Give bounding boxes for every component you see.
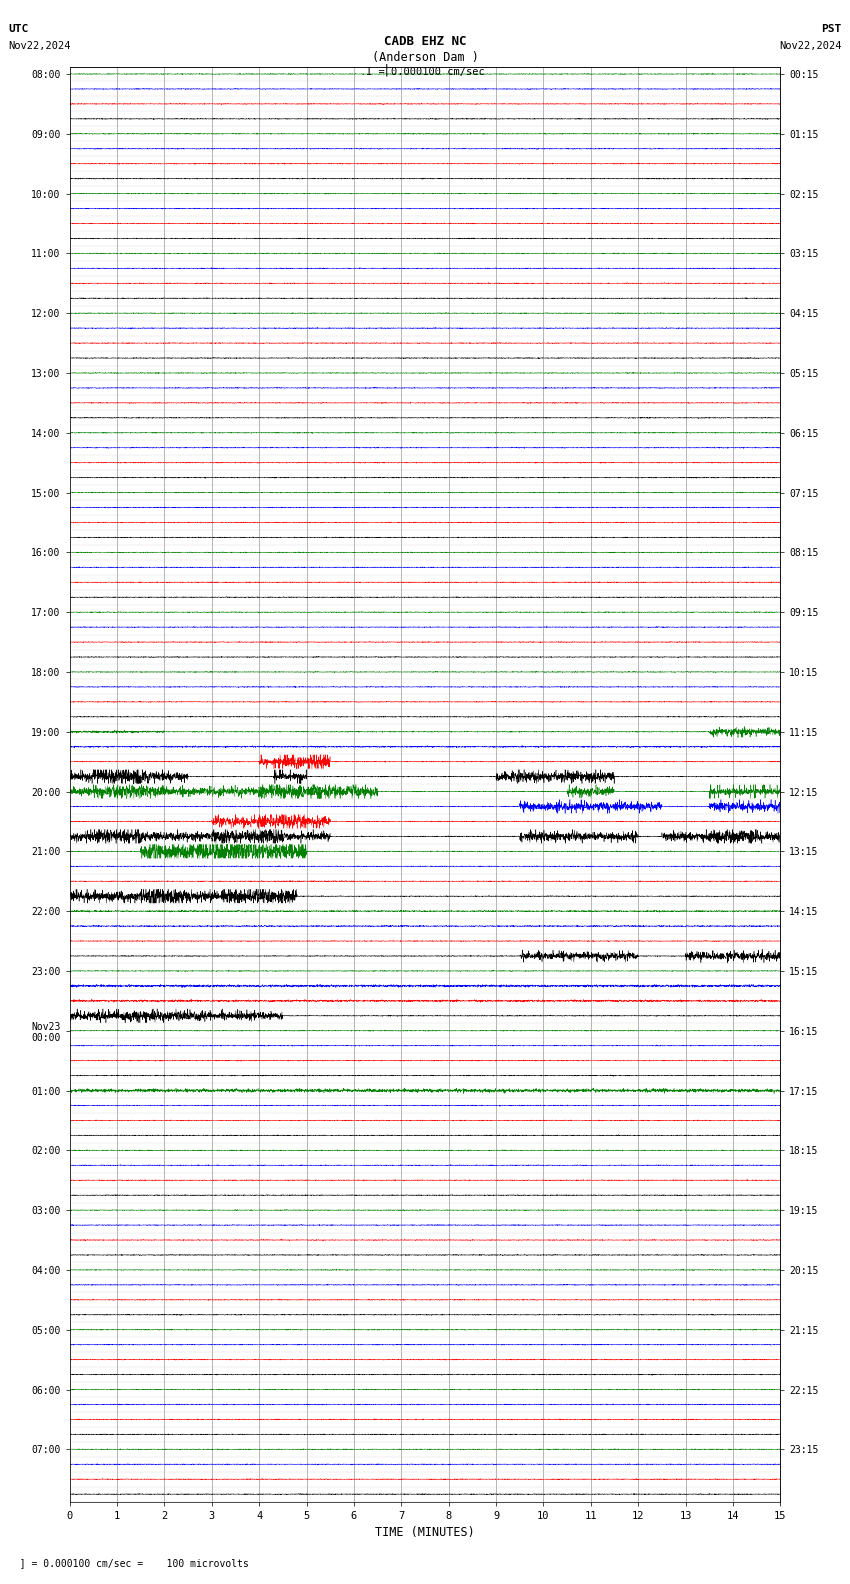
Text: UTC: UTC: [8, 24, 29, 33]
Text: I = 0.000100 cm/sec: I = 0.000100 cm/sec: [366, 67, 484, 76]
X-axis label: TIME (MINUTES): TIME (MINUTES): [375, 1527, 475, 1540]
Text: (Anderson Dam ): (Anderson Dam ): [371, 51, 479, 63]
Text: CADB EHZ NC: CADB EHZ NC: [383, 35, 467, 48]
Text: Nov22,2024: Nov22,2024: [779, 41, 842, 51]
Text: |: |: [383, 63, 390, 76]
Text: ] = 0.000100 cm/sec =    100 microvolts: ] = 0.000100 cm/sec = 100 microvolts: [8, 1559, 249, 1568]
Text: PST: PST: [821, 24, 842, 33]
Text: Nov22,2024: Nov22,2024: [8, 41, 71, 51]
